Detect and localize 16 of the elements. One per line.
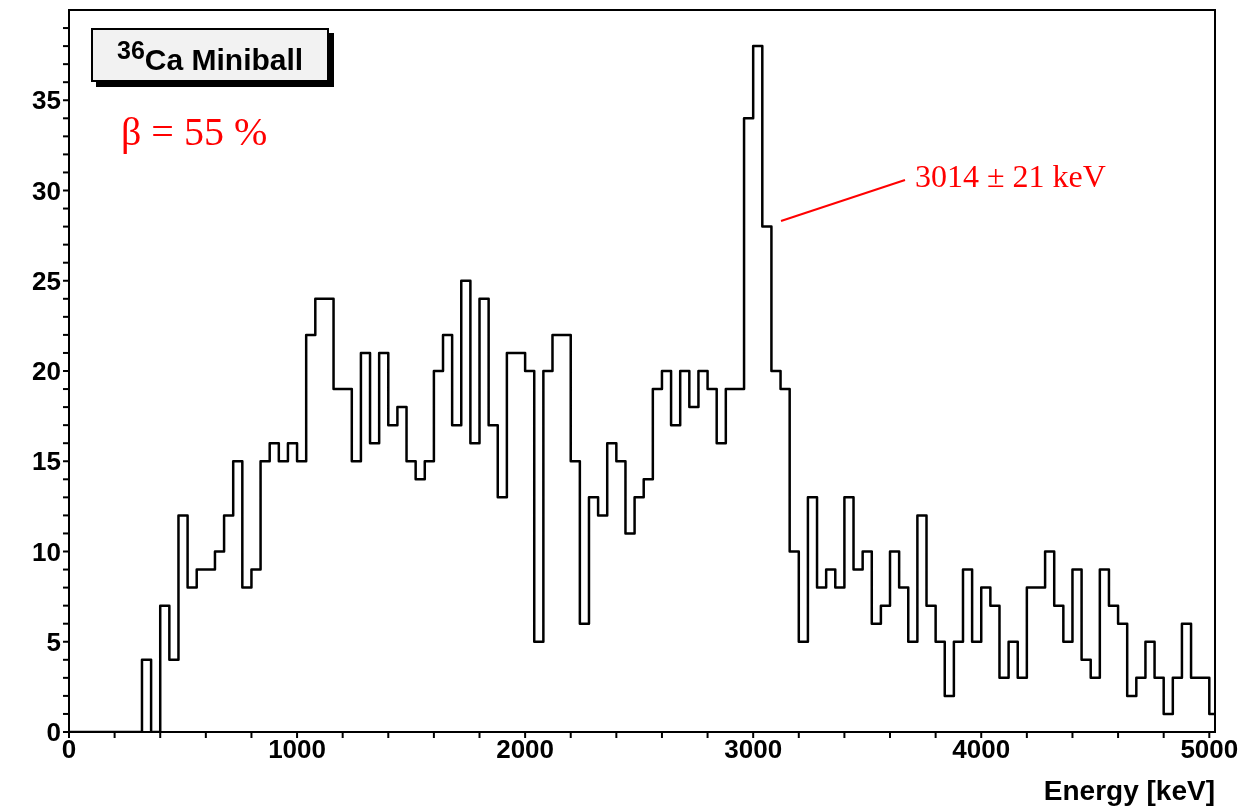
y-tick-label: 30 — [32, 175, 61, 206]
x-tick-label: 1000 — [268, 734, 326, 765]
x-tick-label: 4000 — [952, 734, 1011, 765]
y-tick-label: 10 — [32, 536, 61, 567]
annotation: β = 55 % — [121, 109, 268, 154]
x-tick-label: 3000 — [724, 734, 783, 765]
y-tick-label: 35 — [32, 85, 61, 116]
annotation: 3014 ± 21 keV — [915, 158, 1106, 194]
text: $^{36}$Ca Miniball — [91, 28, 330, 82]
y-tick-label: 15 — [32, 446, 61, 477]
x-axis-title: Energy [keV] — [1043, 775, 1215, 806]
x-tick-label: 2000 — [496, 734, 555, 765]
y-tick-label: 25 — [32, 265, 61, 296]
x-tick-label: 5000 — [1180, 734, 1239, 765]
y-tick-label: 5 — [46, 626, 61, 657]
y-tick-label: 20 — [32, 356, 61, 387]
